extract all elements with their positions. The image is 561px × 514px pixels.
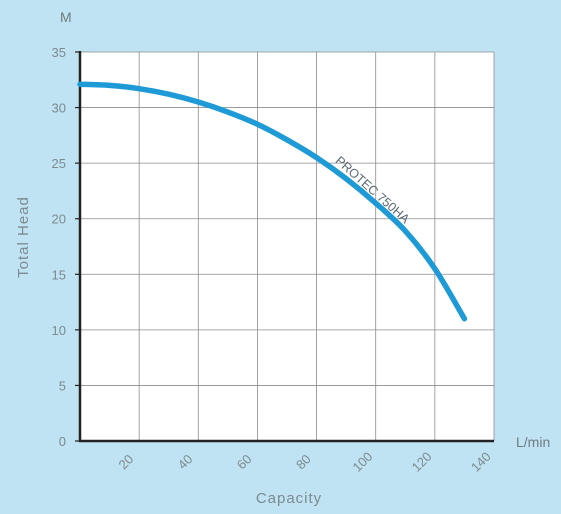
plot-area [80, 52, 494, 441]
x-tick-label: 40 [175, 451, 196, 472]
series-line [77, 81, 468, 322]
x-tick-label: 100 [350, 449, 376, 475]
x-tick-label: 20 [116, 451, 137, 472]
x-tick-label: 120 [409, 449, 435, 475]
y-tick-label: 10 [52, 323, 66, 338]
y-axis-unit: M [60, 9, 72, 25]
y-tick-label: 35 [52, 45, 66, 60]
y-tick-label: 30 [52, 101, 66, 116]
x-tick-label: 140 [468, 449, 494, 475]
axes [75, 51, 494, 443]
grid-lines [80, 51, 495, 441]
y-tick-label: 25 [52, 156, 66, 171]
y-tick-label: 5 [59, 378, 66, 393]
y-tick-label: 20 [52, 212, 66, 227]
y-tick-label: 15 [52, 267, 66, 282]
y-axis-title: Total Head [15, 196, 32, 278]
x-axis-unit: L/min [516, 434, 550, 450]
x-tick-label: 80 [293, 451, 314, 472]
y-tick-label: 0 [59, 434, 66, 449]
x-tick-label: 60 [234, 451, 255, 472]
x-axis-title: Capacity [256, 490, 322, 507]
